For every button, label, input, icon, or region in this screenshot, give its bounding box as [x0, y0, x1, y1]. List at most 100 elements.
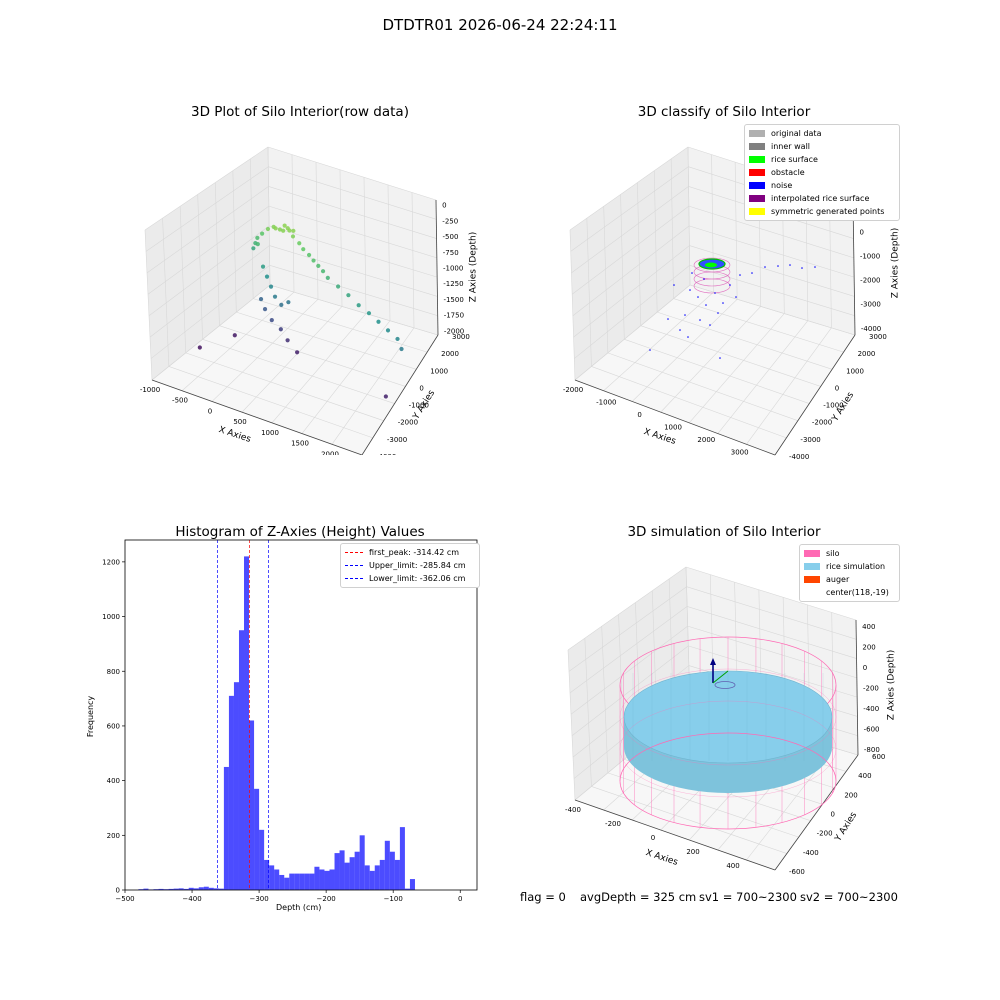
histogram-bar: [203, 886, 209, 890]
legend-entry: center(118,-19): [804, 586, 899, 599]
data-point: [286, 300, 291, 305]
noise-point: [684, 314, 686, 316]
x-tick-label: −200: [317, 895, 336, 903]
x-tick-label: 1000: [664, 424, 682, 432]
x-tick-label: 3000: [731, 449, 749, 457]
panel3-title: Histogram of Z-Axies (Height) Values: [175, 524, 425, 540]
legend-label: noise: [771, 181, 793, 190]
left-pane: [145, 147, 270, 380]
histogram-vlines: [217, 540, 269, 890]
z-axis-line: [855, 619, 859, 756]
z-tick-label: -800: [864, 746, 880, 754]
grid-line: [584, 638, 592, 787]
x-tick-label: -2000: [563, 386, 583, 394]
data-point: [268, 284, 274, 289]
y-tick-label: 600: [107, 722, 120, 730]
x-tick-label: 2000: [321, 450, 339, 455]
grid-line: [149, 245, 270, 338]
histogram-bar: [294, 873, 300, 890]
y-axis-line: [361, 334, 439, 455]
grid-line: [148, 225, 270, 316]
legend-label: obstacle: [771, 168, 805, 177]
legend-entry: Lower_limit: -362.06 cm: [345, 572, 479, 585]
histogram-bar: [274, 869, 280, 890]
data-point: [306, 252, 312, 258]
histogram-bar: [188, 887, 194, 890]
data-point: [251, 246, 256, 251]
grid-line: [603, 291, 714, 391]
histogram-bar: [218, 888, 224, 890]
x-axis-line: [574, 799, 776, 871]
auger-arm: [712, 670, 729, 684]
x-tick-label: 2000: [697, 436, 715, 444]
classify-legend: original data inner wall rice surface obsta…: [744, 124, 900, 221]
x-tick-label: -400: [565, 806, 581, 814]
legend-swatch: [749, 195, 765, 202]
x-tick-label: 0: [651, 834, 655, 842]
y-tick-label: 0: [831, 811, 835, 819]
z-tick-label: -600: [864, 725, 880, 733]
grid-line: [603, 206, 609, 353]
histogram-bar: [168, 888, 174, 890]
histogram-bar: [198, 887, 204, 890]
grid-line: [363, 177, 367, 314]
data-point: [260, 264, 266, 269]
grid-line: [586, 218, 592, 367]
auger-ring: [714, 681, 736, 689]
data-point: [395, 336, 400, 342]
grid-line: [591, 786, 787, 854]
histogram-chart: −500 −400 −300 −200 −100 0 0 200 400 600 800 1000 12…: [102, 539, 478, 903]
noise-point: [687, 336, 689, 338]
y-tick-label: -3000: [800, 436, 820, 444]
y-tick-label: 1200: [102, 558, 120, 566]
y-tick-label: -400: [803, 849, 819, 857]
x-tick-label: −400: [182, 895, 201, 903]
noise-point: [689, 289, 691, 291]
z-tick-label: -1750: [444, 312, 464, 320]
noise-point: [751, 272, 753, 274]
silo-ring: [619, 700, 837, 798]
grid-line: [607, 352, 798, 421]
y-tick-label: 0: [116, 887, 120, 895]
grid-line: [574, 265, 690, 359]
data-point: [279, 302, 284, 307]
histogram-bar: [208, 887, 214, 890]
grid-line: [144, 229, 153, 381]
z-tick-label: -750: [443, 249, 459, 257]
grid-line: [689, 264, 855, 317]
grid-line: [607, 772, 799, 838]
histogram-bar: [264, 859, 270, 890]
data-point: [336, 284, 341, 289]
grid-line: [146, 186, 269, 274]
grid-line: [573, 245, 690, 338]
grid-line: [591, 366, 787, 439]
noise-point: [729, 284, 731, 286]
grid-line: [267, 146, 437, 201]
legend-entry: rice simulation: [804, 560, 899, 573]
grid-line: [637, 182, 642, 326]
data-point: [325, 275, 330, 280]
back-pane: [268, 147, 438, 335]
z-axis-line: [435, 199, 439, 336]
noise-point: [697, 296, 699, 298]
grid-line: [571, 186, 689, 274]
grid-line: [268, 205, 437, 259]
z-tick-label: -1250: [443, 280, 463, 288]
y-tick-label: 400: [107, 777, 120, 785]
legend-label: interpolated rice surface: [771, 194, 870, 203]
histogram-bar: [193, 888, 199, 890]
histogram-bar: [289, 873, 295, 890]
data-point: [262, 307, 268, 312]
panel4-title: 3D simulation of Silo Interior: [627, 524, 821, 540]
grid-line: [236, 311, 417, 370]
grid-line: [567, 649, 576, 801]
legend-swatch: [749, 182, 765, 189]
grid-line: [267, 146, 271, 286]
grid-line: [831, 612, 835, 748]
grid-line: [232, 170, 237, 313]
legend-label: inner wall: [771, 142, 811, 151]
data-point: [311, 258, 316, 263]
histogram-bar: [238, 630, 245, 890]
silo-ring: [693, 278, 731, 294]
grid-line: [411, 192, 415, 328]
